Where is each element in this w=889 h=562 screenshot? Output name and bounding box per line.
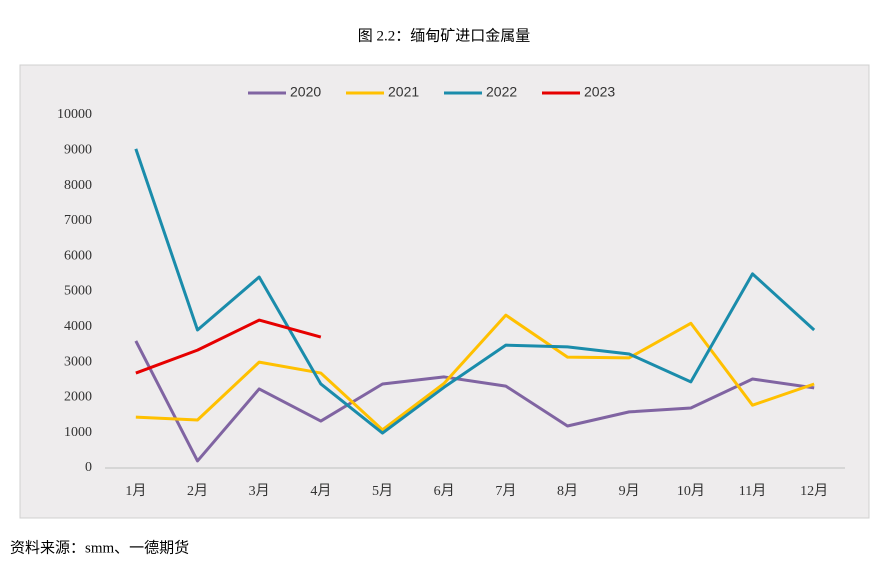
x-tick-label: 10月 — [677, 483, 705, 499]
series-line — [135, 318, 322, 375]
series-line — [134, 340, 815, 463]
y-tick-label: 1000 — [64, 425, 92, 440]
x-tick-label: 3月 — [249, 483, 270, 499]
legend-label: 2023 — [584, 84, 615, 100]
legend-label: 2020 — [290, 84, 321, 100]
legend-label: 2021 — [388, 84, 419, 100]
source-note: 资料来源：smm、一德期货 — [10, 538, 189, 556]
y-tick-label: 7000 — [64, 213, 92, 228]
y-tick-label: 6000 — [64, 248, 92, 263]
x-tick-label: 1月 — [125, 483, 146, 499]
chart-area — [19, 64, 870, 519]
y-tick-label: 9000 — [64, 143, 92, 158]
y-tick-label: 0 — [85, 460, 92, 475]
y-tick-label: 10000 — [57, 107, 92, 122]
chart-title: 图 2.2：缅甸矿进口金属量 — [358, 27, 531, 44]
y-tick-label: 2000 — [64, 390, 92, 405]
y-tick-label: 8000 — [64, 178, 92, 193]
y-tick-label: 5000 — [64, 284, 92, 299]
x-tick-label: 2月 — [187, 483, 208, 499]
x-tick-label: 5月 — [372, 483, 393, 499]
x-tick-label: 11月 — [739, 483, 766, 499]
x-tick-label: 9月 — [619, 483, 640, 499]
legend-label: 2022 — [486, 84, 517, 100]
y-tick-label: 4000 — [64, 319, 92, 334]
x-tick-label: 8月 — [557, 483, 578, 499]
x-tick-label: 6月 — [434, 483, 455, 499]
series-line — [135, 313, 815, 432]
x-tick-label: 7月 — [495, 483, 516, 499]
x-tick-label: 4月 — [310, 483, 331, 499]
y-tick-label: 3000 — [64, 354, 92, 369]
series-line — [134, 148, 816, 435]
x-tick-label: 12月 — [800, 483, 828, 499]
